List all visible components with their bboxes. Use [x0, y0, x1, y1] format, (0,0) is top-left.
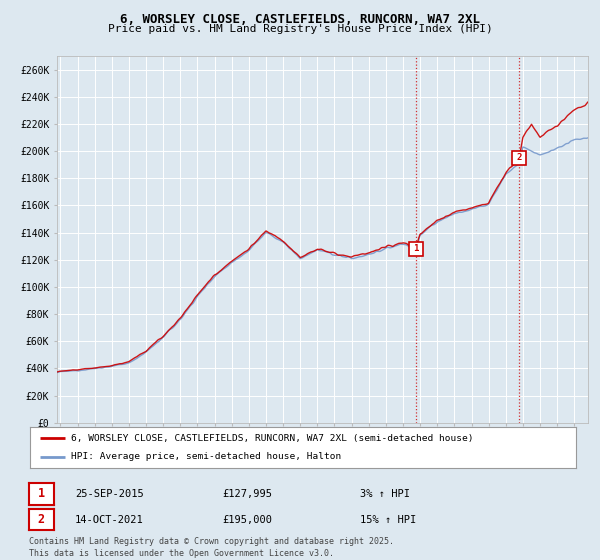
Text: 6, WORSLEY CLOSE, CASTLEFIELDS, RUNCORN, WA7 2XL (semi-detached house): 6, WORSLEY CLOSE, CASTLEFIELDS, RUNCORN,… [71, 433, 473, 442]
Text: £195,000: £195,000 [222, 515, 272, 525]
Text: 1: 1 [38, 487, 45, 501]
Text: 2: 2 [38, 513, 45, 526]
Text: 25-SEP-2015: 25-SEP-2015 [75, 489, 144, 499]
Text: Price paid vs. HM Land Registry's House Price Index (HPI): Price paid vs. HM Land Registry's House … [107, 24, 493, 34]
Text: 14-OCT-2021: 14-OCT-2021 [75, 515, 144, 525]
Text: 15% ↑ HPI: 15% ↑ HPI [360, 515, 416, 525]
Text: 3% ↑ HPI: 3% ↑ HPI [360, 489, 410, 499]
Text: 1: 1 [413, 244, 418, 254]
Text: 2: 2 [517, 153, 522, 162]
Text: 6, WORSLEY CLOSE, CASTLEFIELDS, RUNCORN, WA7 2XL: 6, WORSLEY CLOSE, CASTLEFIELDS, RUNCORN,… [120, 13, 480, 26]
Text: Contains HM Land Registry data © Crown copyright and database right 2025.
This d: Contains HM Land Registry data © Crown c… [29, 537, 394, 558]
Text: HPI: Average price, semi-detached house, Halton: HPI: Average price, semi-detached house,… [71, 452, 341, 461]
Text: £127,995: £127,995 [222, 489, 272, 499]
